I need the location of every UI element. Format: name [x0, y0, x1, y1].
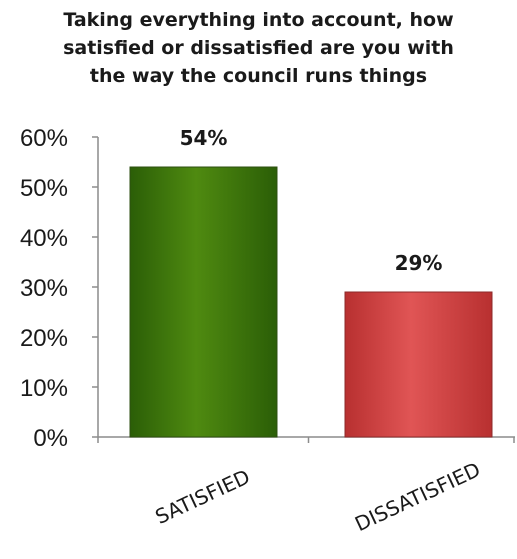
data-label-dissatisfied: 29%: [395, 251, 443, 275]
y-tick-label: 10%: [20, 375, 68, 402]
chart-title-line-3: the way the council runs things: [89, 65, 428, 87]
bar-satisfied: [129, 166, 278, 438]
chart-title-line-1: Taking everything into account, how: [63, 9, 454, 31]
chart-title: Taking everything into account, how sati…: [0, 6, 517, 90]
y-tick-label: 0%: [33, 425, 68, 452]
y-tick-label: 40%: [20, 225, 68, 252]
category-label-dissatisfied: DISSATISFIED: [351, 457, 484, 536]
y-tick-label: 30%: [20, 275, 68, 302]
y-tick-label: 50%: [20, 175, 68, 202]
category-label-satisfied: SATISFIED: [151, 464, 253, 529]
chart-title-line-2: satisfied or dissatisfied are you with: [63, 37, 454, 59]
y-tick-label: 20%: [20, 325, 68, 352]
y-tick-label: 60%: [20, 125, 68, 152]
data-label-satisfied: 54%: [180, 126, 228, 150]
bar-dissatisfied: [344, 291, 493, 438]
